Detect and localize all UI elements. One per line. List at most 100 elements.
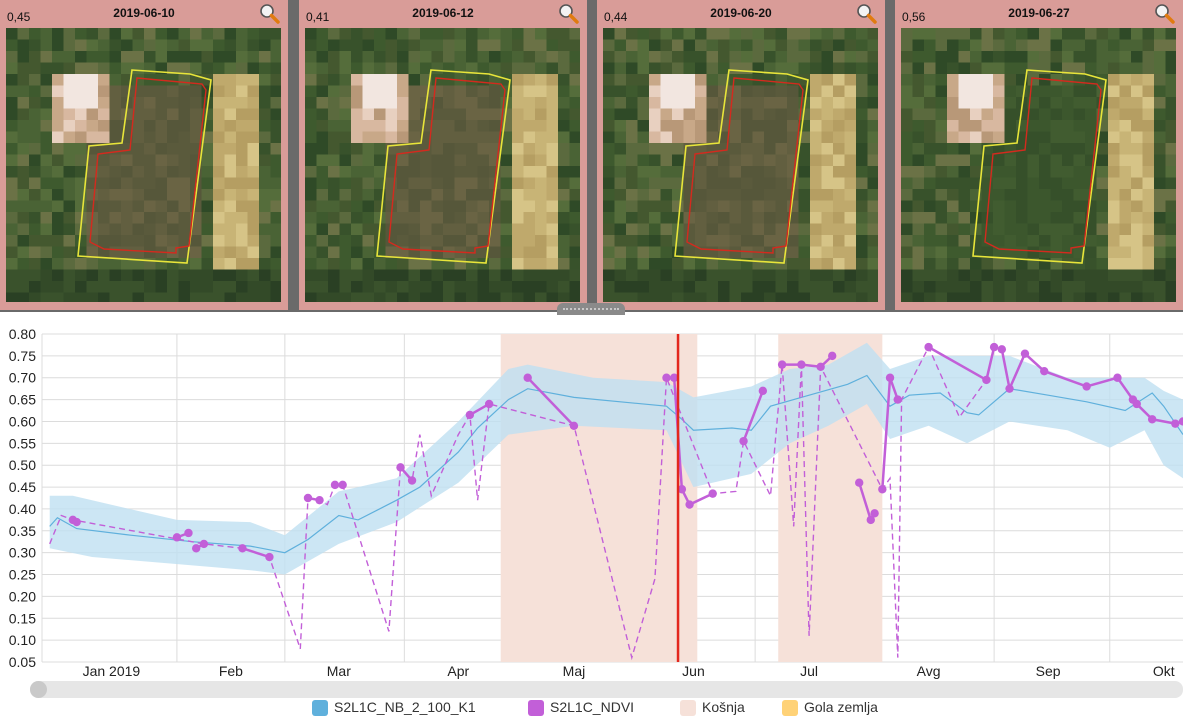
image-pixel (856, 120, 868, 132)
image-pixel (1154, 177, 1166, 190)
zoom-magnifier-icon[interactable] (856, 3, 878, 25)
image-pixel (867, 39, 878, 52)
image-pixel (1119, 62, 1132, 75)
image-pixel (29, 120, 41, 132)
image-pixel (178, 74, 191, 86)
image-pixel (247, 154, 260, 167)
image-pixel (86, 74, 99, 86)
image-pixel (477, 235, 490, 247)
image-pixel (1096, 235, 1109, 247)
image-pixel (947, 97, 959, 109)
image-pixel (1142, 212, 1155, 224)
image-pixel (339, 85, 352, 98)
image-pixel (213, 74, 225, 86)
image-pixel (833, 120, 845, 132)
time-scrollbar[interactable] (30, 681, 1183, 698)
image-pixel (947, 51, 959, 63)
image-pixel (614, 177, 627, 190)
image-pixel (844, 166, 857, 178)
image-pixel (224, 200, 237, 213)
image-pixel (374, 108, 386, 121)
image-pixel (1016, 281, 1028, 293)
image-pixel (17, 246, 30, 259)
thumbnail-card[interactable]: 0,41 2019-06-12 (299, 0, 587, 310)
image-pixel (466, 177, 478, 190)
image-pixel (1004, 177, 1017, 190)
image-pixel (614, 154, 627, 167)
image-pixel (660, 85, 673, 98)
image-pixel (86, 28, 99, 40)
image-pixel (121, 120, 133, 132)
zoom-magnifier-icon[interactable] (259, 3, 281, 25)
thumbnail-card[interactable]: 0,44 2019-06-20 (597, 0, 885, 310)
image-pixel (121, 166, 133, 178)
parcel-outline-yellow (972, 69, 1107, 264)
image-pixel (752, 258, 765, 270)
image-pixel (431, 177, 444, 190)
image-pixel (718, 51, 730, 63)
image-pixel (362, 166, 375, 178)
image-pixel (17, 212, 30, 224)
image-pixel (224, 74, 237, 86)
image-pixel (408, 51, 421, 63)
thumbnail-card[interactable]: 0,45 2019-06-10 (0, 0, 288, 310)
image-pixel (259, 62, 271, 75)
image-pixel (569, 235, 580, 247)
image-pixel (98, 235, 110, 247)
image-pixel (1108, 200, 1120, 213)
image-pixel (500, 51, 513, 63)
image-pixel (178, 177, 191, 190)
image-pixel (775, 74, 788, 86)
image-pixel (970, 235, 982, 247)
image-pixel (523, 97, 536, 109)
image-pixel (523, 51, 536, 63)
panel-splitter-handle[interactable] (557, 303, 625, 315)
image-pixel (362, 223, 375, 236)
image-pixel (167, 62, 179, 75)
image-pixel (29, 62, 41, 75)
zoom-magnifier-icon[interactable] (1154, 3, 1176, 25)
image-pixel (1073, 85, 1086, 98)
image-pixel (362, 246, 375, 259)
image-pixel (912, 281, 925, 293)
image-pixel (535, 200, 547, 213)
image-pixel (1131, 258, 1143, 270)
image-pixel (1108, 246, 1120, 259)
thumbnail-card[interactable]: 0,56 2019-06-27 (895, 0, 1183, 310)
zoom-magnifier-icon[interactable] (558, 3, 580, 25)
ndvi-point (669, 373, 679, 382)
ndvi-time-series-chart[interactable]: 0.050.100.150.200.250.300.350.400.450.50… (0, 316, 1183, 680)
image-pixel (729, 131, 742, 144)
image-pixel (1085, 269, 1097, 282)
image-pixel (52, 28, 64, 40)
image-pixel (603, 131, 615, 144)
image-pixel (6, 51, 18, 63)
image-pixel (741, 281, 753, 293)
image-pixel (132, 200, 145, 213)
image-pixel (844, 131, 857, 144)
image-pixel (752, 97, 765, 109)
image-pixel (981, 51, 994, 63)
image-pixel (443, 51, 455, 63)
image-pixel (305, 51, 317, 63)
image-pixel (718, 108, 730, 121)
image-pixel (1096, 166, 1109, 178)
image-pixel (1073, 189, 1086, 201)
image-pixel (970, 28, 982, 40)
image-pixel (1154, 212, 1166, 224)
image-pixel (75, 97, 87, 109)
image-pixel (109, 166, 122, 178)
image-pixel (328, 39, 340, 52)
image-pixel (1165, 131, 1176, 144)
image-pixel (787, 28, 799, 40)
scrollbar-handle[interactable] (30, 681, 47, 698)
image-pixel (109, 177, 122, 190)
image-pixel (901, 177, 913, 190)
image-pixel (683, 39, 696, 52)
image-pixel (512, 51, 524, 63)
image-pixel (1108, 120, 1120, 132)
image-pixel (259, 292, 271, 302)
image-pixel (672, 51, 684, 63)
image-pixel (535, 143, 547, 155)
image-pixel (512, 166, 524, 178)
